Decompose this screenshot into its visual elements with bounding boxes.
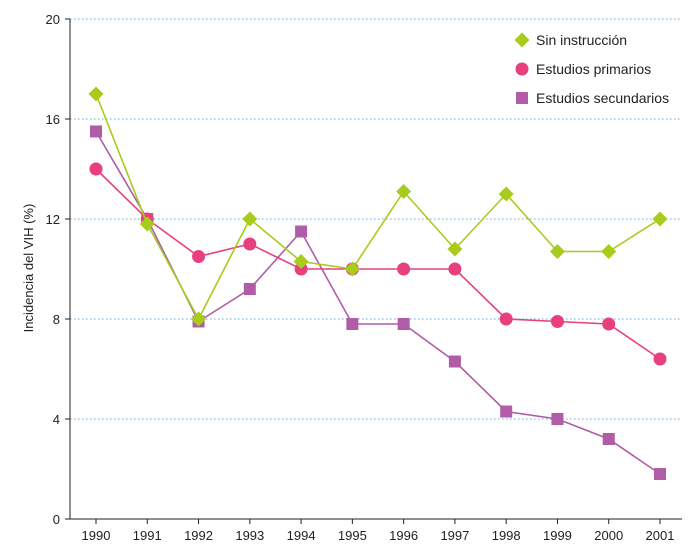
data-point bbox=[192, 250, 206, 263]
data-point bbox=[89, 162, 103, 176]
data-point bbox=[653, 352, 667, 366]
legend-circle-icon bbox=[515, 62, 529, 76]
series-line bbox=[95, 131, 661, 475]
x-tick-label: 1999 bbox=[543, 528, 572, 543]
x-tick-label: 1990 bbox=[82, 528, 111, 543]
legend: Sin instrucción Estudios primarios Estudio… bbox=[514, 32, 669, 106]
data-point bbox=[550, 315, 564, 328]
data-point bbox=[549, 244, 565, 259]
x-tick-label: 1991 bbox=[133, 528, 162, 543]
y-tick-label: 20 bbox=[46, 12, 60, 27]
data-point bbox=[652, 211, 668, 227]
data-point bbox=[397, 318, 410, 330]
x-tick-label: 2001 bbox=[646, 528, 675, 543]
data-point bbox=[396, 184, 412, 199]
legend-item: Estudios primarios bbox=[515, 61, 651, 77]
data-point bbox=[243, 283, 256, 295]
data-point bbox=[346, 318, 359, 330]
data-point bbox=[191, 311, 207, 327]
legend-label: Estudios secundarios bbox=[536, 90, 669, 106]
y-tick-label: 0 bbox=[53, 512, 60, 527]
legend-item: Estudios secundarios bbox=[516, 90, 669, 106]
data-point bbox=[498, 186, 514, 202]
x-tick-label: 1993 bbox=[235, 528, 264, 543]
data-point bbox=[601, 244, 617, 259]
gridlines bbox=[70, 18, 682, 420]
data-point bbox=[448, 262, 462, 276]
x-tick-label: 1992 bbox=[184, 528, 213, 543]
data-point bbox=[447, 241, 463, 257]
y-axis-label: Incidencia del VIH (%) bbox=[21, 204, 36, 333]
x-tick-label: 2000 bbox=[594, 528, 623, 543]
data-point bbox=[602, 317, 616, 331]
x-tick-label: 1995 bbox=[338, 528, 367, 543]
x-tick-label: 1998 bbox=[492, 528, 521, 543]
x-tick-label: 1997 bbox=[440, 528, 469, 543]
data-point bbox=[344, 261, 360, 277]
y-tick-label: 4 bbox=[53, 412, 60, 427]
legend-item: Sin instrucción bbox=[514, 32, 627, 48]
data-point bbox=[602, 433, 615, 445]
legend-label: Sin instrucción bbox=[536, 32, 627, 48]
legend-square-icon bbox=[516, 92, 528, 104]
data-point bbox=[293, 254, 309, 269]
data-point bbox=[397, 262, 411, 276]
x-tick-labels: 1990 1991 1992 1993 1994 1995 1996 1997 1998 1999… bbox=[82, 528, 675, 543]
y-tick-label: 8 bbox=[53, 312, 60, 327]
series-line bbox=[95, 93, 661, 321]
data-point bbox=[654, 468, 666, 480]
series-line bbox=[95, 168, 661, 360]
data-point bbox=[139, 216, 155, 232]
series-diamond bbox=[88, 86, 668, 327]
data-point bbox=[242, 211, 258, 227]
x-tick-label: 1994 bbox=[287, 528, 316, 543]
data-point bbox=[90, 125, 102, 138]
y-tick-label: 12 bbox=[46, 212, 60, 227]
data-point bbox=[88, 86, 104, 102]
data-point bbox=[551, 413, 564, 425]
series-group bbox=[88, 86, 668, 480]
data-point bbox=[500, 405, 513, 418]
data-point bbox=[499, 312, 513, 326]
data-point bbox=[448, 355, 461, 368]
x-tick-label: 1996 bbox=[389, 528, 418, 543]
axes bbox=[65, 18, 682, 524]
legend-label: Estudios primarios bbox=[536, 61, 651, 77]
series-square bbox=[90, 125, 666, 480]
series-circle bbox=[89, 162, 667, 366]
y-tick-label: 16 bbox=[46, 112, 60, 127]
data-point bbox=[295, 225, 308, 238]
legend-diamond-icon bbox=[514, 32, 530, 48]
y-tick-labels: 0 4 8 12 16 20 bbox=[46, 12, 60, 527]
data-point bbox=[243, 237, 257, 251]
